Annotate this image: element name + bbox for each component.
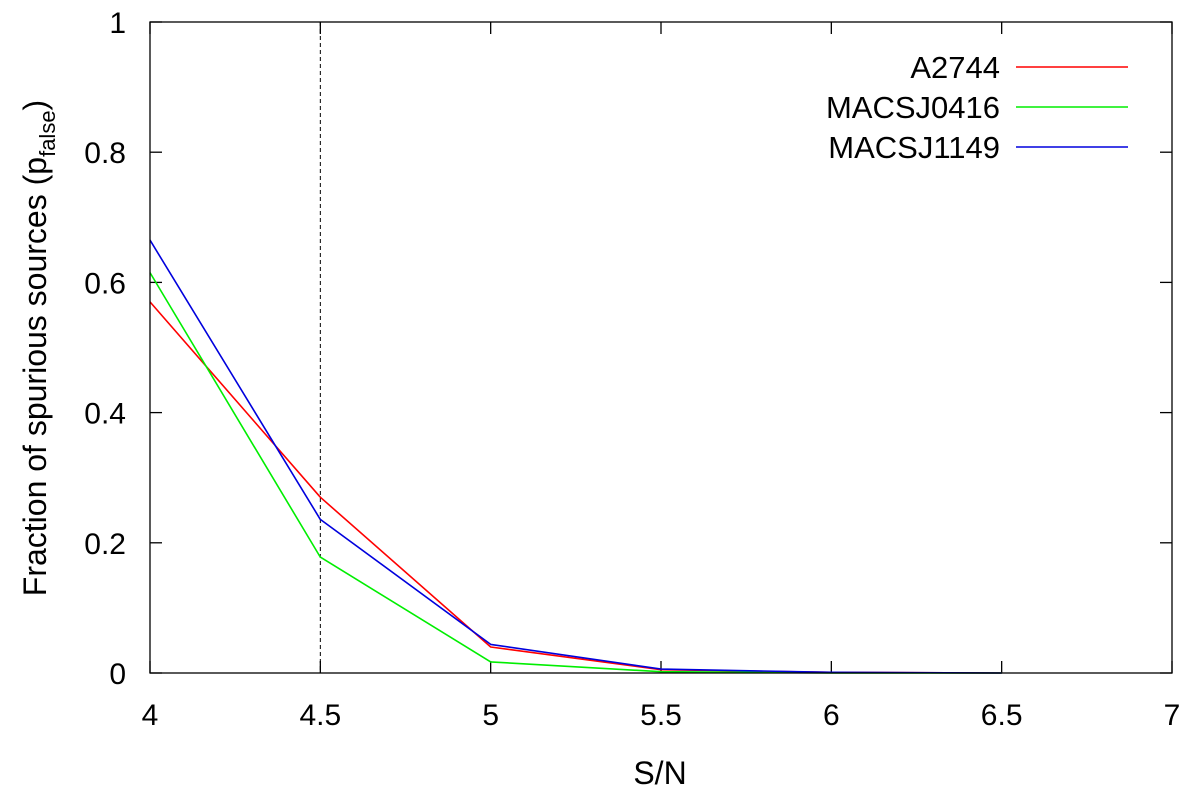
x-tick-label: 5 <box>482 699 499 732</box>
y-tick-label: 0 <box>109 658 126 691</box>
x-tick-label: 6.5 <box>981 699 1023 732</box>
series-line-macsj0416 <box>149 272 1002 674</box>
y-axis-title-close: ) <box>17 100 53 111</box>
series-line-macsj1149 <box>149 239 1002 674</box>
plot-area: 4 4.5 5 5.5 6 6.5 7 0 0.2 0.4 0.6 0.8 1 A2744 MACSJ041… <box>84 7 1180 732</box>
x-tick-label: 5.5 <box>640 699 682 732</box>
y-tick-label: 0.4 <box>84 398 126 431</box>
x-tick-label: 4.5 <box>299 699 341 732</box>
x-tick-label: 6 <box>823 699 840 732</box>
y-tick-label: 0.6 <box>84 267 126 300</box>
x-tick-label: 7 <box>1164 699 1181 732</box>
y-axis-title: Fraction of spurious sources (pfalse) <box>17 100 60 596</box>
x-axis-title: S/N <box>633 755 686 791</box>
legend-label-macsj1149: MACSJ1149 <box>828 130 1000 165</box>
x-tick-label: 4 <box>142 699 159 732</box>
legend-label-macsj0416: MACSJ0416 <box>826 90 1000 125</box>
y-axis-title-subscript: false <box>35 110 60 156</box>
y-axis-title-main: Fraction of spurious sources (p <box>17 157 53 596</box>
legend-label-a2744: A2744 <box>910 50 1000 85</box>
y-tick-label: 0.8 <box>84 137 126 170</box>
y-tick-label: 0.2 <box>84 528 126 561</box>
plot-frame <box>149 21 1173 674</box>
y-tick-label: 1 <box>109 7 126 40</box>
